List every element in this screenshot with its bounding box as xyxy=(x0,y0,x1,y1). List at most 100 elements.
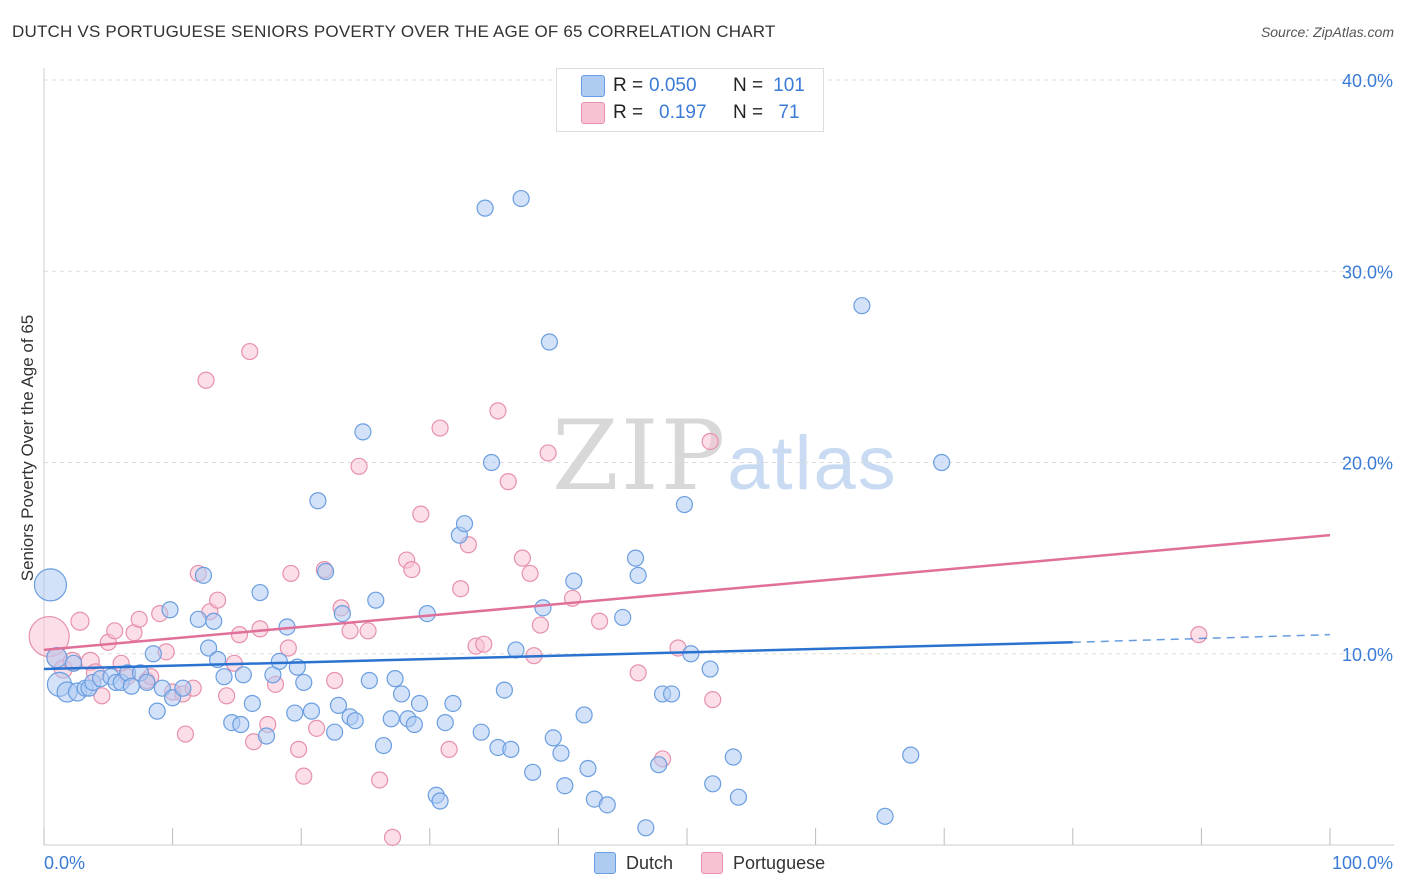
watermark: ZIPatlas xyxy=(552,400,898,512)
dutch-point xyxy=(205,612,223,630)
portuguese-point xyxy=(106,622,124,640)
dutch-point xyxy=(232,715,250,734)
portuguese-swatch xyxy=(581,102,605,124)
dutch-point xyxy=(614,608,632,627)
x-tick-label: 0.0% xyxy=(44,853,85,873)
watermark-zip: ZIP xyxy=(552,400,728,512)
dutch-point xyxy=(138,673,156,692)
dutch-point xyxy=(215,668,233,686)
dutch-point xyxy=(540,333,558,351)
portuguese-point xyxy=(452,580,470,598)
dutch-point xyxy=(251,583,269,602)
dutch-point xyxy=(556,777,574,795)
dutch-point xyxy=(729,788,748,806)
legend-label-portuguese: Portuguese xyxy=(733,852,826,873)
dutch-point xyxy=(650,756,668,774)
portuguese-point xyxy=(701,432,719,451)
dutch-point xyxy=(234,666,252,684)
dutch-point xyxy=(257,727,276,745)
y-tick-label: 30.0% xyxy=(1342,262,1393,282)
portuguese-point xyxy=(130,610,148,628)
dutch-point xyxy=(346,712,364,730)
portuguese-legend-swatch xyxy=(701,852,724,874)
portuguese-point xyxy=(176,725,195,743)
dutch-point xyxy=(200,639,218,657)
dutch-point xyxy=(682,645,700,663)
dutch-point xyxy=(367,591,385,609)
dutch-point xyxy=(360,671,378,690)
dutch-point xyxy=(144,645,162,663)
dutch-point xyxy=(317,562,335,581)
portuguese-point xyxy=(371,771,389,789)
legend-row-portuguese: R = 0.197 N = 71 xyxy=(581,102,809,124)
legend-n-label: N = xyxy=(733,75,764,96)
portuguese-point xyxy=(251,620,269,638)
watermark-atlas: atlas xyxy=(727,421,898,506)
dutch-point xyxy=(575,706,593,724)
legend-r-label: R = xyxy=(613,75,644,96)
portuguese-point xyxy=(209,591,227,609)
dutch-point xyxy=(495,681,513,699)
portuguese-point xyxy=(629,664,647,682)
portuguese-point xyxy=(93,687,111,705)
dutch-point xyxy=(194,566,213,584)
dutch-point xyxy=(295,673,313,692)
portuguese-point xyxy=(531,616,549,634)
chart-title: DUTCH VS PORTUGUESE SENIORS POVERTY OVER… xyxy=(12,22,776,41)
dutch-point xyxy=(565,572,583,590)
dutch-point xyxy=(512,189,530,208)
portuguese-trend-line xyxy=(43,533,1331,652)
portuguese-point xyxy=(290,740,308,758)
portuguese-point xyxy=(359,622,377,640)
portuguese-point xyxy=(489,402,507,420)
dutch-point xyxy=(436,713,454,732)
dutch-point xyxy=(148,702,166,720)
dutch-point xyxy=(524,763,542,781)
dutch-point xyxy=(329,696,348,714)
dutch-point xyxy=(431,792,449,810)
portuguese-point xyxy=(475,635,493,653)
portuguese-point xyxy=(704,691,722,709)
dutch-point xyxy=(472,723,490,741)
portuguese-point xyxy=(403,560,421,579)
dutch-point xyxy=(161,601,179,619)
dutch-point xyxy=(876,807,894,825)
y-tick-label: 40.0% xyxy=(1342,71,1393,91)
dutch-point xyxy=(933,453,951,472)
portuguese-point xyxy=(295,767,313,785)
dutch-point xyxy=(629,566,647,584)
y-axis-label: Seniors Poverty Over the Age of 65 xyxy=(18,314,37,582)
portuguese-point xyxy=(499,473,517,491)
portuguese-point xyxy=(383,828,402,846)
dutch-point xyxy=(598,796,616,814)
legend-item-portuguese[interactable]: Portuguese xyxy=(701,852,825,874)
legend-r-value: 0.050 xyxy=(649,75,697,96)
correlation-legend: R = 0.050 N = 101 R = 0.197 N = 71 xyxy=(556,68,824,132)
dutch-point xyxy=(675,495,694,514)
dutch-swatch xyxy=(581,75,605,97)
portuguese-point xyxy=(308,719,326,737)
dutch-point xyxy=(326,723,344,741)
y-tick-label: 20.0% xyxy=(1342,454,1393,474)
dutch-point xyxy=(701,660,719,678)
portuguese-point xyxy=(241,342,259,361)
dutch-point xyxy=(637,819,655,837)
dutch-point xyxy=(410,694,429,713)
portuguese-point xyxy=(1190,626,1208,644)
portuguese-point xyxy=(350,457,368,475)
dutch-point xyxy=(444,694,462,713)
portuguese-point xyxy=(197,371,215,389)
dutch-point xyxy=(302,702,321,720)
portuguese-point xyxy=(539,444,557,462)
dutch-legend-swatch xyxy=(594,852,616,874)
dutch-point xyxy=(286,704,304,722)
legend-item-dutch[interactable]: Dutch xyxy=(594,852,673,874)
dutch-point xyxy=(386,670,404,688)
dutch-point xyxy=(902,746,920,764)
legend-label-dutch: Dutch xyxy=(626,852,674,873)
portuguese-point xyxy=(70,611,90,631)
dutch-point xyxy=(333,604,351,623)
portuguese-point xyxy=(412,505,430,523)
dutch-point xyxy=(270,652,288,671)
